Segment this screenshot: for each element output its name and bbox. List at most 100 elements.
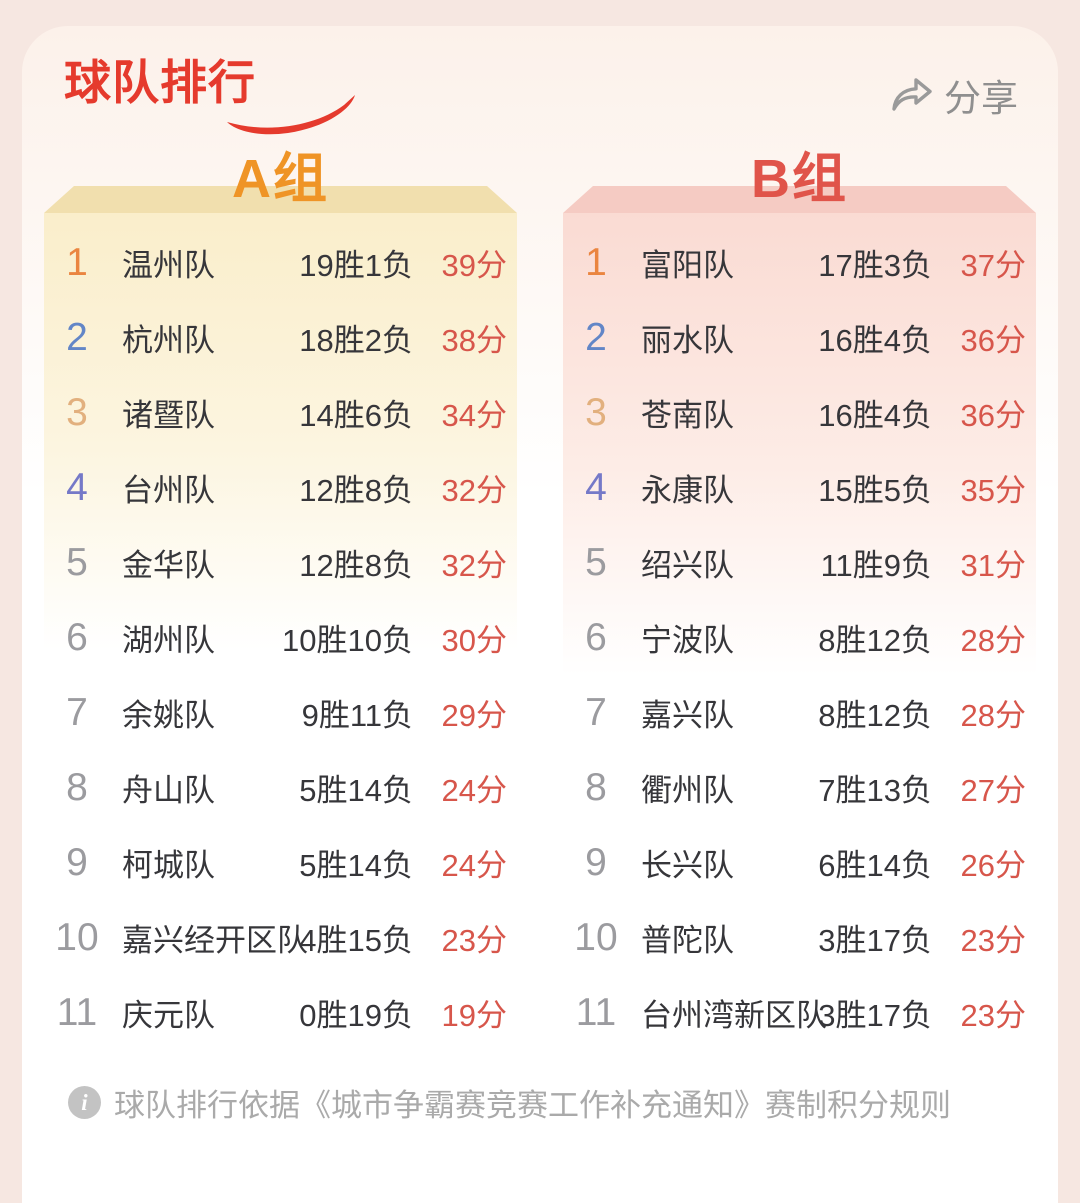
- table-row: 1 富阳队 17胜3负 37分: [569, 225, 1026, 300]
- record-cell: 8胜12负: [818, 623, 932, 658]
- share-button[interactable]: 分享: [890, 68, 1018, 122]
- record-cell: 0胜19负: [299, 998, 413, 1033]
- table-row: 5 绍兴队 11胜9负 31分: [569, 525, 1026, 600]
- table-row: 5 金华队 12胜8负 32分: [50, 525, 507, 600]
- record-cell: 5胜14负: [299, 773, 413, 808]
- rank-cell: 8: [66, 765, 88, 809]
- team-name: 湖州队: [122, 623, 215, 658]
- page-title-wrap: 球队排行: [64, 56, 355, 135]
- points-cell: 36分: [960, 323, 1026, 358]
- rank-cell: 7: [585, 690, 607, 734]
- rank-cell: 4: [66, 465, 88, 509]
- rank-cell: 9: [66, 840, 88, 884]
- table-row: 7 余姚队 9胜11负 29分: [50, 675, 507, 750]
- record-cell: 9胜11负: [301, 698, 413, 733]
- rank-cell: 5: [585, 540, 607, 584]
- points-cell: 24分: [441, 773, 507, 808]
- points-cell: 24分: [441, 848, 507, 883]
- points-cell: 23分: [441, 923, 507, 958]
- groups-container: A组 1 温州队 19胜1负 39分 2 杭州队 18胜2负 38分 3 诸暨队…: [22, 146, 1058, 1054]
- team-name: 余姚队: [122, 698, 215, 733]
- ranking-panel: 1 富阳队 17胜3负 37分 2 丽水队 16胜4负 36分 3 苍南队 16…: [563, 213, 1036, 1054]
- table-row: 2 丽水队 16胜4负 36分: [569, 300, 1026, 375]
- rank-cell: 7: [66, 690, 88, 734]
- team-name: 嘉兴经开区队: [122, 923, 308, 958]
- team-name: 台州队: [122, 473, 215, 508]
- record-cell: 6胜14负: [818, 848, 932, 883]
- team-name: 普陀队: [641, 923, 734, 958]
- record-cell: 15胜5负: [818, 473, 932, 508]
- rank-cell: 3: [66, 390, 88, 434]
- record-cell: 19胜1负: [299, 248, 413, 283]
- group-a-column: A组 1 温州队 19胜1负 39分 2 杭州队 18胜2负 38分 3 诸暨队…: [44, 146, 517, 1054]
- team-name: 台州湾新区队: [641, 998, 827, 1033]
- rank-cell: 10: [574, 915, 618, 959]
- rank-cell: 11: [575, 990, 617, 1034]
- rank-cell: 1: [585, 240, 607, 284]
- team-name: 柯城队: [122, 848, 215, 883]
- points-cell: 28分: [960, 698, 1026, 733]
- record-cell: 12胜8负: [299, 473, 413, 508]
- points-cell: 29分: [441, 698, 507, 733]
- table-row: 6 湖州队 10胜10负 30分: [50, 600, 507, 675]
- points-cell: 38分: [441, 323, 507, 358]
- rank-cell: 2: [585, 315, 607, 359]
- table-row: 3 诸暨队 14胜6负 34分: [50, 375, 507, 450]
- share-label: 分享: [944, 78, 1018, 119]
- team-name: 金华队: [122, 548, 215, 583]
- rank-cell: 2: [66, 315, 88, 359]
- rank-cell: 6: [66, 615, 88, 659]
- rank-cell: 1: [66, 240, 88, 284]
- table-row: 11 台州湾新区队 3胜17负 23分: [569, 975, 1026, 1050]
- record-cell: 5胜14负: [299, 848, 413, 883]
- points-cell: 35分: [960, 473, 1026, 508]
- table-row: 10 嘉兴经开区队 4胜15负 23分: [50, 900, 507, 975]
- footer-note: i 球队排行依据《城市争霸赛竞赛工作补充通知》赛制积分规则: [68, 1080, 1058, 1125]
- points-cell: 31分: [960, 548, 1026, 583]
- table-row: 1 温州队 19胜1负 39分: [50, 225, 507, 300]
- team-name: 长兴队: [641, 848, 734, 883]
- team-name: 衢州队: [641, 773, 734, 808]
- record-cell: 10胜10负: [282, 623, 413, 658]
- team-name: 苍南队: [641, 398, 734, 433]
- points-cell: 32分: [441, 548, 507, 583]
- record-cell: 18胜2负: [299, 323, 413, 358]
- table-row: 8 衢州队 7胜13负 27分: [569, 750, 1026, 825]
- record-cell: 8胜12负: [818, 698, 932, 733]
- team-name: 温州队: [122, 248, 215, 283]
- record-cell: 3胜17负: [818, 923, 932, 958]
- group-b-column: B组 1 富阳队 17胜3负 37分 2 丽水队 16胜4负 36分 3 苍南队…: [563, 146, 1036, 1054]
- record-cell: 7胜13负: [818, 773, 932, 808]
- rank-cell: 11: [56, 990, 98, 1034]
- rank-cell: 10: [55, 915, 99, 959]
- record-cell: 4胜15负: [299, 923, 413, 958]
- page-title: 球队排行: [64, 56, 256, 109]
- points-cell: 19分: [441, 998, 507, 1033]
- footer-note-text: 球队排行依据《城市争霸赛竞赛工作补充通知》赛制积分规则: [114, 1088, 951, 1123]
- group-title: B组: [751, 149, 848, 209]
- points-cell: 23分: [960, 923, 1026, 958]
- rank-cell: 4: [585, 465, 607, 509]
- table-row: 7 嘉兴队 8胜12负 28分: [569, 675, 1026, 750]
- team-name: 诸暨队: [122, 398, 215, 433]
- points-cell: 23分: [960, 998, 1026, 1033]
- record-cell: 17胜3负: [818, 248, 932, 283]
- record-cell: 16胜4负: [818, 323, 932, 358]
- table-row: 8 舟山队 5胜14负 24分: [50, 750, 507, 825]
- table-row: 4 永康队 15胜5负 35分: [569, 450, 1026, 525]
- team-name: 永康队: [641, 473, 734, 508]
- team-name: 丽水队: [641, 323, 734, 358]
- points-cell: 39分: [441, 248, 507, 283]
- podium-top-face: [44, 186, 517, 213]
- table-row: 2 杭州队 18胜2负 38分: [50, 300, 507, 375]
- table-row: 9 柯城队 5胜14负 24分: [50, 825, 507, 900]
- record-cell: 16胜4负: [818, 398, 932, 433]
- table-row: 10 普陀队 3胜17负 23分: [569, 900, 1026, 975]
- table-row: 9 长兴队 6胜14负 26分: [569, 825, 1026, 900]
- team-name: 富阳队: [641, 248, 734, 283]
- table-row: 6 宁波队 8胜12负 28分: [569, 600, 1026, 675]
- points-cell: 28分: [960, 623, 1026, 658]
- rank-cell: 5: [66, 540, 88, 584]
- points-cell: 27分: [960, 773, 1026, 808]
- table-row: 4 台州队 12胜8负 32分: [50, 450, 507, 525]
